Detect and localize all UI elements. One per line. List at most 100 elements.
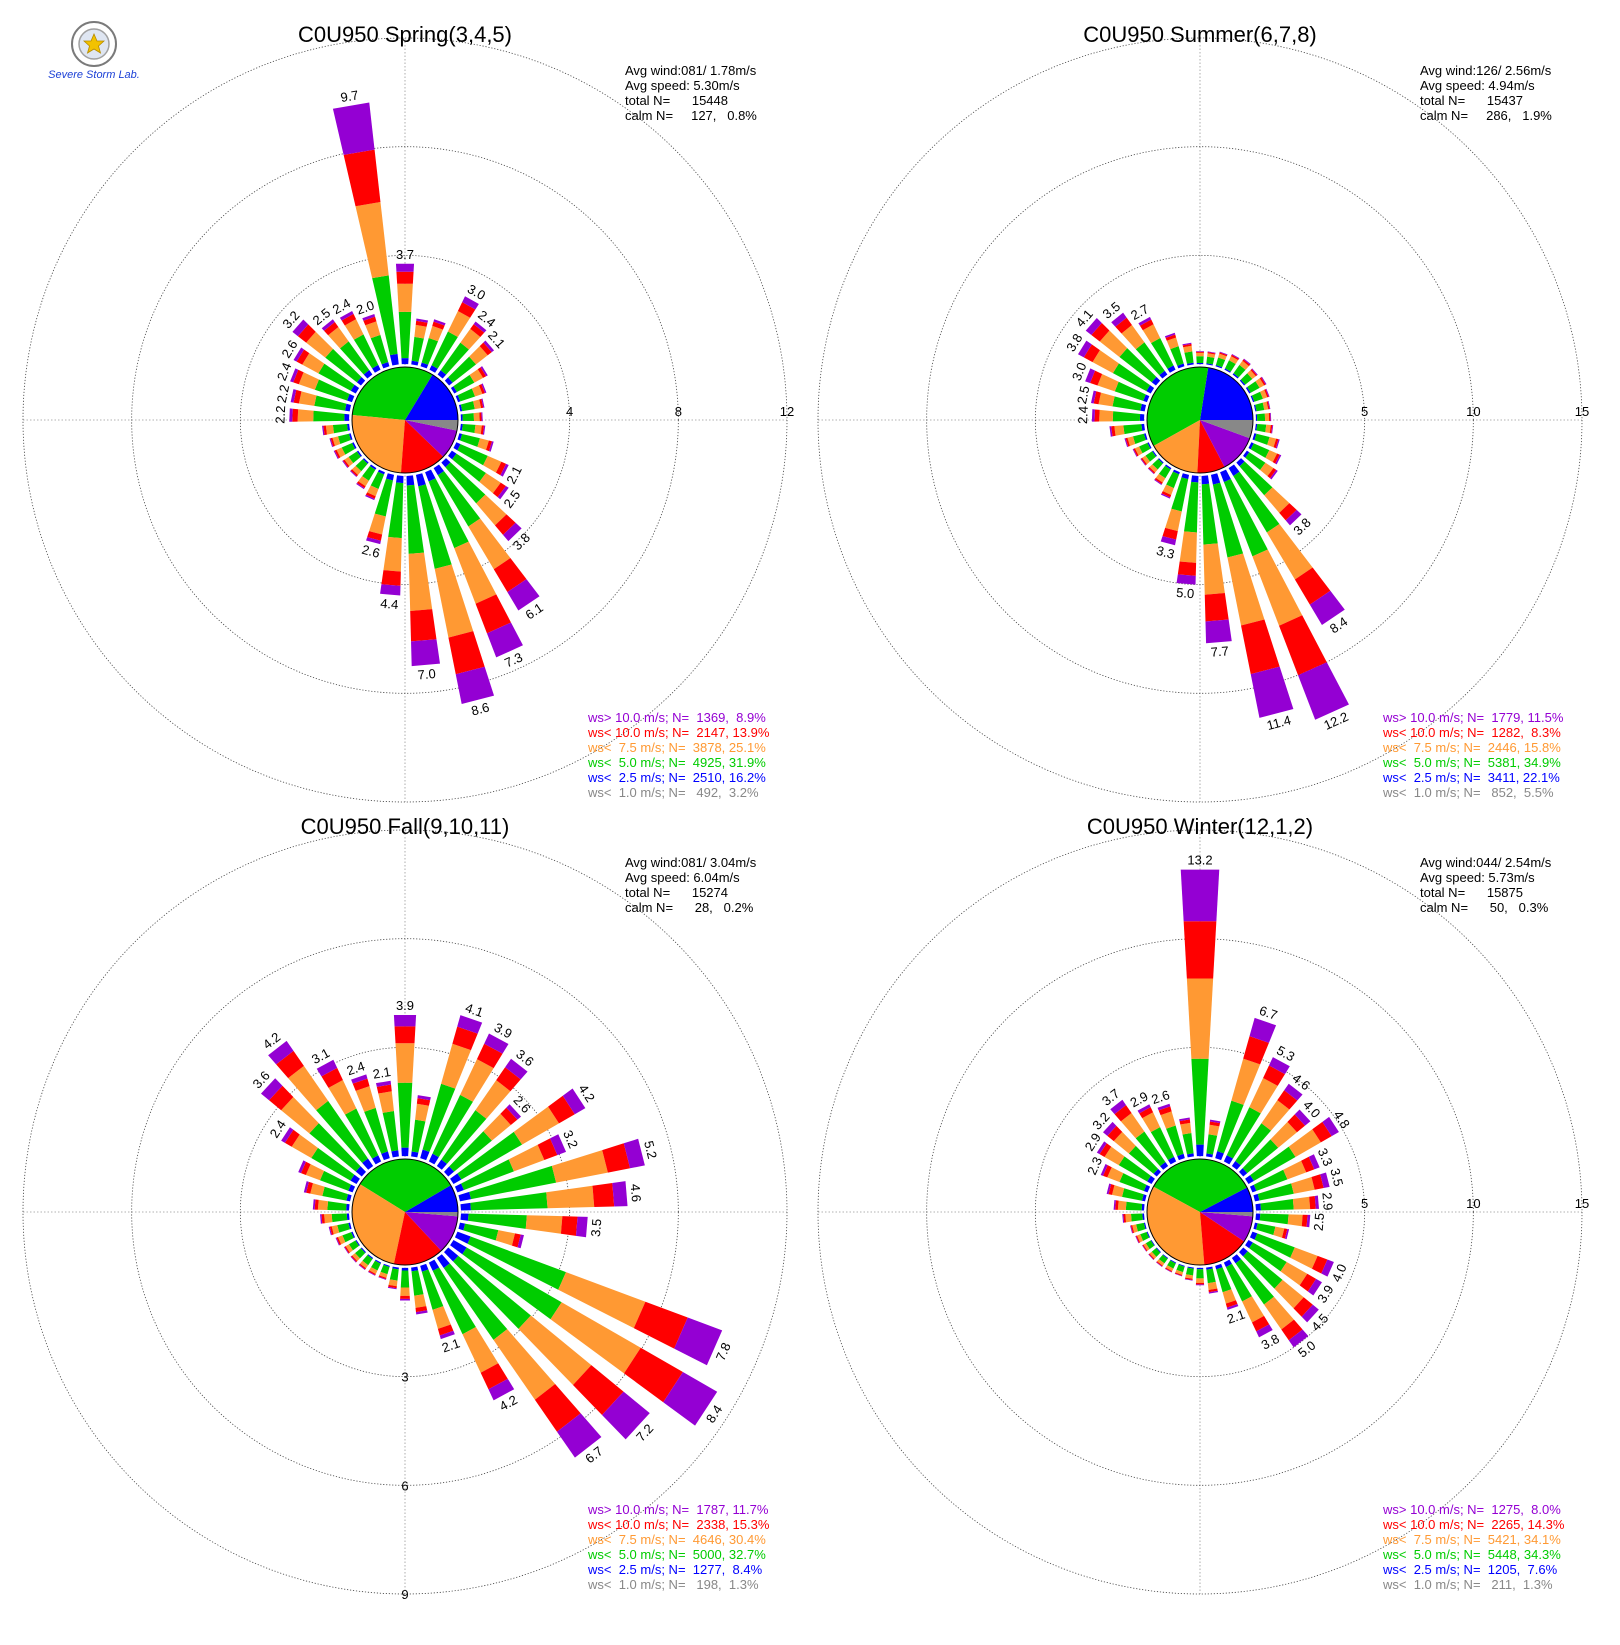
bar-segment bbox=[1150, 1239, 1155, 1246]
bar-segment bbox=[1235, 1123, 1272, 1166]
bar-segment bbox=[378, 1276, 387, 1280]
bar-segment bbox=[1183, 345, 1193, 353]
bar-segment bbox=[494, 514, 516, 535]
bar-segment bbox=[1311, 1255, 1328, 1274]
bar-segment bbox=[350, 1174, 360, 1185]
wind-rose-bar bbox=[380, 475, 404, 596]
bar-segment bbox=[1207, 352, 1216, 355]
bar-value-label: 2.5 bbox=[1074, 384, 1092, 405]
bar-segment bbox=[1141, 1194, 1147, 1202]
bar-segment bbox=[1212, 482, 1244, 558]
wind-rose-bar bbox=[1085, 318, 1161, 386]
bar-segment bbox=[406, 475, 415, 486]
wind-rose-bar bbox=[460, 412, 483, 422]
bar-value-label: 3.2 bbox=[560, 1128, 581, 1151]
bar-segment bbox=[316, 1059, 338, 1077]
bar-segment bbox=[314, 395, 347, 411]
bar-value-label: 3.0 bbox=[1069, 360, 1090, 382]
bar-value-label: 4.6 bbox=[628, 1183, 644, 1202]
bar-segment bbox=[365, 494, 375, 501]
wind-rose-bar bbox=[1243, 450, 1278, 480]
bar-segment bbox=[562, 1088, 586, 1115]
wind-rose-bar bbox=[1154, 464, 1172, 485]
bar-segment bbox=[300, 1161, 311, 1175]
wind-rose-bar bbox=[450, 1088, 586, 1185]
bar-segment bbox=[1148, 1253, 1155, 1260]
bar-segment bbox=[420, 1263, 429, 1272]
pie-slice bbox=[352, 1184, 405, 1264]
bar-segment bbox=[348, 433, 353, 441]
bar-segment bbox=[1180, 869, 1220, 922]
bar-segment bbox=[276, 1050, 304, 1079]
bar-segment bbox=[344, 403, 352, 412]
bar-segment bbox=[411, 1151, 419, 1158]
bar-segment bbox=[1216, 1267, 1232, 1293]
bar-segment bbox=[330, 437, 335, 447]
wind-rose-bar bbox=[1096, 1141, 1155, 1185]
bar-segment bbox=[351, 1231, 356, 1238]
bar-segment bbox=[550, 1134, 567, 1156]
bar-segment bbox=[401, 1147, 409, 1157]
bar-segment bbox=[293, 369, 304, 385]
wind-rose-bar bbox=[1249, 1154, 1320, 1193]
bar-segment bbox=[1120, 1113, 1145, 1139]
bar-value-label: 2.1 bbox=[372, 1064, 392, 1082]
wind-rose-bar bbox=[1122, 1213, 1145, 1223]
bar-segment bbox=[352, 1078, 370, 1091]
info-avg-speed: Avg speed: 5.73m/s bbox=[1420, 870, 1535, 885]
bar-segment bbox=[478, 384, 485, 394]
bar-segment bbox=[382, 1110, 399, 1152]
bar-segment bbox=[316, 1100, 368, 1163]
pie-slice bbox=[352, 367, 433, 420]
bar-segment bbox=[1103, 1121, 1117, 1136]
legend-entry: ws< 7.5 m/s; N= 4646, 30.4% bbox=[587, 1532, 766, 1547]
bar-segment bbox=[268, 1040, 294, 1065]
info-total: total N= 15274 bbox=[625, 885, 728, 900]
bar-segment bbox=[1223, 1259, 1232, 1268]
wind-rose-bar bbox=[329, 433, 353, 448]
bar-segment bbox=[1160, 536, 1177, 546]
info-total: total N= 15448 bbox=[625, 93, 728, 108]
bar-segment bbox=[1140, 403, 1147, 412]
ring-label: 6 bbox=[401, 1478, 408, 1493]
bar-segment bbox=[1183, 921, 1217, 979]
bar-segment bbox=[1225, 1263, 1252, 1302]
wind-rose-bar bbox=[1090, 390, 1147, 412]
bar-segment bbox=[411, 1270, 424, 1296]
bar-segment bbox=[452, 1026, 478, 1051]
bar-segment bbox=[454, 1183, 464, 1193]
bar-segment bbox=[1242, 1139, 1279, 1174]
bar-segment bbox=[1118, 1156, 1151, 1182]
bar-segment bbox=[1207, 351, 1216, 354]
ring bbox=[239, 1046, 571, 1378]
bar-segment bbox=[1206, 1268, 1216, 1284]
bar-segment bbox=[480, 1363, 508, 1390]
bar-segment bbox=[415, 1310, 428, 1315]
bar-segment bbox=[1287, 1214, 1303, 1227]
wind-rose-bar bbox=[1249, 1231, 1334, 1277]
bar-segment bbox=[1281, 1319, 1303, 1341]
bar-segment bbox=[1160, 1111, 1176, 1129]
bar-segment bbox=[1182, 342, 1192, 346]
bar-segment bbox=[462, 413, 475, 422]
bar-segment bbox=[401, 1267, 409, 1271]
bar-segment bbox=[331, 1225, 340, 1235]
wind-rose-bar bbox=[1206, 351, 1216, 366]
bar-segment bbox=[1321, 1259, 1334, 1277]
wind-rose-bar bbox=[1255, 1213, 1311, 1228]
wind-rose-bar bbox=[378, 1263, 390, 1280]
bar-segment bbox=[1298, 662, 1349, 720]
bar-segment bbox=[366, 537, 381, 545]
bar-segment bbox=[397, 283, 413, 312]
bar-segment bbox=[1255, 1213, 1261, 1221]
bar-segment bbox=[1206, 1134, 1218, 1155]
bar-value-label: 2.4 bbox=[345, 1058, 367, 1078]
bar-segment bbox=[485, 440, 492, 452]
bar-segment bbox=[450, 386, 457, 394]
wind-rose-bar bbox=[1245, 376, 1267, 394]
bar-segment bbox=[355, 202, 389, 279]
bar-segment bbox=[372, 364, 381, 373]
bar-segment bbox=[1167, 1156, 1177, 1165]
bar-value-label: 2.0 bbox=[354, 297, 376, 317]
